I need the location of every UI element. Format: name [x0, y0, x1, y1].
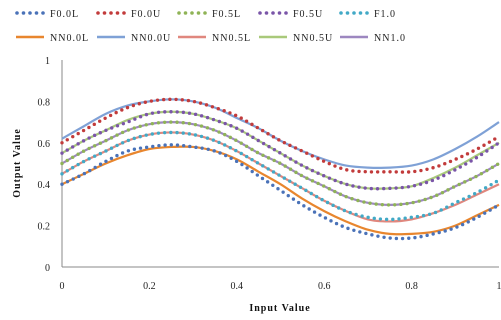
- legend-item: NN0.5U: [259, 33, 333, 44]
- legend-item: F0.5L: [177, 9, 241, 20]
- x-tick-label: 0.4: [231, 281, 244, 292]
- legend-label: F0.5U: [293, 9, 323, 20]
- y-axis-label: Output Value: [12, 128, 23, 198]
- plot-area: 0 0.2 0.4 0.6 0.8 1 0 0.2 0.4 0.6 0.8 1: [38, 56, 501, 292]
- legend-item: F0.5U: [258, 9, 323, 20]
- legend-label: NN0.5U: [293, 33, 333, 44]
- x-tick-label: 0.2: [143, 281, 156, 292]
- legend-item: NN0.0U: [97, 33, 171, 44]
- series-line-f1-0: [60, 130, 501, 222]
- x-tick-label: 0.6: [318, 281, 331, 292]
- legend-item: NN0.0L: [16, 33, 89, 44]
- legend: F0.0L F0.0U F0.5L F0.5U F1.0 NN0.0L NN0.0U NN0.…: [15, 9, 406, 44]
- series-line-f0-0u: [60, 97, 501, 174]
- series-line-f0-5l: [60, 120, 501, 207]
- y-tick-label: 0.8: [38, 97, 51, 108]
- series-line-f0-0l: [60, 143, 501, 241]
- legend-label: F0.0L: [50, 9, 79, 20]
- y-tick-label: 0: [45, 263, 50, 274]
- x-tick-label: 0: [60, 281, 65, 292]
- y-tick-label: 1: [45, 56, 50, 67]
- series-layer: [60, 97, 501, 241]
- series-line-nn0-0u: [61, 98, 500, 169]
- legend-label: F0.5L: [212, 9, 241, 20]
- legend-item: F0.0U: [96, 9, 161, 20]
- x-tick-label: 1: [497, 281, 501, 292]
- y-tick-label: 0.2: [38, 222, 51, 233]
- legend-label: NN1.0: [374, 33, 406, 44]
- x-tick-label: 0.8: [405, 281, 418, 292]
- legend-label: NN0.5L: [212, 33, 251, 44]
- legend-label: F0.0U: [131, 9, 161, 20]
- series-line-nn0-0l: [61, 145, 500, 236]
- legend-item: NN0.5L: [178, 33, 251, 44]
- legend-item: NN1.0: [340, 33, 406, 44]
- legend-label: F1.0: [374, 9, 396, 20]
- legend-label: NN0.0L: [50, 33, 89, 44]
- legend-item: F1.0: [339, 9, 396, 20]
- y-tick-label: 0.6: [38, 139, 51, 150]
- x-axis-label: Input Value: [249, 303, 310, 314]
- legend-label: NN0.0U: [131, 33, 171, 44]
- series-line-f0-5u: [60, 110, 501, 191]
- y-tick-labels: 0 0.2 0.4 0.6 0.8 1: [38, 56, 51, 274]
- x-tick-labels: 0 0.2 0.4 0.6 0.8 1: [60, 281, 501, 292]
- y-tick-label: 0.4: [38, 180, 51, 191]
- legend-item: F0.0L: [15, 9, 79, 20]
